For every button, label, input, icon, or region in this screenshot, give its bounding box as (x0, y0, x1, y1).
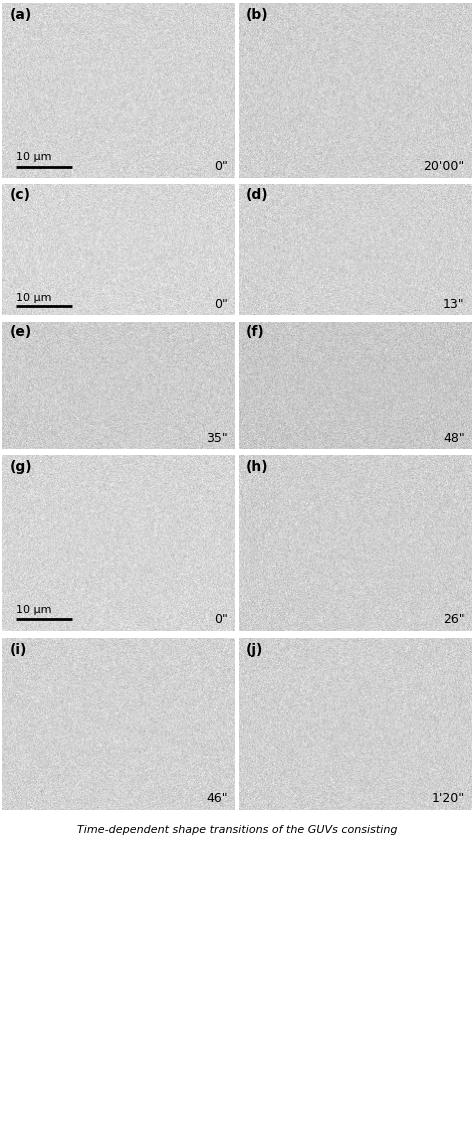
Text: 1'20": 1'20" (431, 792, 465, 805)
Text: 0": 0" (214, 612, 228, 626)
Text: (d): (d) (246, 188, 268, 202)
Text: (f): (f) (246, 325, 264, 339)
Text: 0": 0" (214, 159, 228, 173)
Text: (e): (e) (9, 325, 32, 339)
Text: (h): (h) (246, 460, 268, 475)
Text: (g): (g) (9, 460, 32, 475)
Text: (a): (a) (9, 8, 32, 23)
Text: (c): (c) (9, 188, 30, 202)
Text: 46": 46" (207, 792, 228, 805)
Text: (j): (j) (246, 643, 263, 657)
Text: 10 μm: 10 μm (16, 153, 52, 163)
Text: 20'00": 20'00" (423, 159, 465, 173)
Text: 10 μm: 10 μm (16, 605, 52, 615)
Text: 13": 13" (443, 298, 465, 311)
Text: 48": 48" (443, 432, 465, 445)
Text: (b): (b) (246, 8, 268, 23)
Text: (i): (i) (9, 643, 27, 657)
Text: 10 μm: 10 μm (16, 293, 52, 303)
Text: 0": 0" (214, 298, 228, 311)
Text: 35": 35" (206, 432, 228, 445)
Text: 26": 26" (443, 612, 465, 626)
Text: Time-dependent shape transitions of the GUVs consisting: Time-dependent shape transitions of the … (77, 825, 397, 835)
